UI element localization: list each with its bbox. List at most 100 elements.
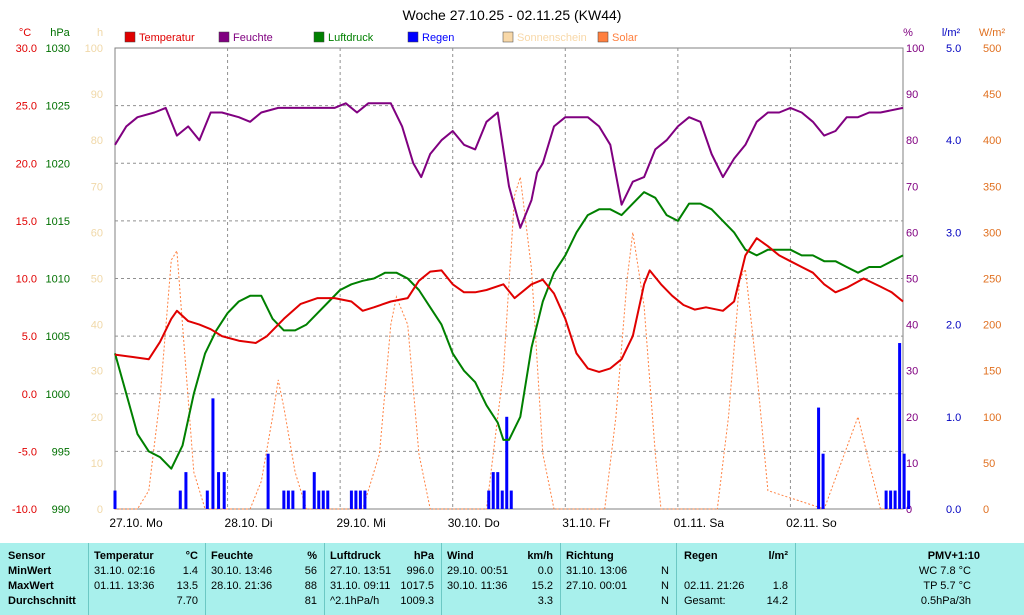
rain-bar xyxy=(286,490,290,509)
rain-bar xyxy=(211,398,215,509)
left-axis-tick-label: 80 xyxy=(91,135,103,147)
unit-luftdruck: hPa xyxy=(413,550,434,562)
press-max-time: 31.10. 09:11 xyxy=(330,580,391,592)
rain-bar xyxy=(898,343,902,509)
axis-unit-label: h xyxy=(97,27,103,39)
header-regen: Regen xyxy=(684,550,718,562)
right-axis-tick-label: 80 xyxy=(906,135,918,147)
x-axis-label: 31.10. Fr xyxy=(562,516,610,530)
rain-bar xyxy=(184,472,188,509)
left-axis-tick-label: 1010 xyxy=(46,274,70,286)
solar-series xyxy=(115,176,903,510)
hum-min-time: 30.10. 13:46 xyxy=(211,565,273,577)
press-min-time: 27.10. 13:51 xyxy=(330,565,392,577)
temp-avg-value: 7.70 xyxy=(176,595,198,607)
right-axis-tick-label: 4.0 xyxy=(946,135,961,147)
left-axis-tick-label: -10.0 xyxy=(12,504,37,516)
pmv-tp: TP 5.7 °C xyxy=(923,580,971,592)
legend: Temperatur Feuchte Luftdruck Regen Sonnensch… xyxy=(124,31,638,44)
temperature-line xyxy=(114,237,904,373)
left-axis-tick-label: 1030 xyxy=(46,43,70,55)
wind-avg-value: 3.3 xyxy=(537,595,553,607)
axis-unit-label: °C xyxy=(19,27,31,39)
hum-max-value: 88 xyxy=(304,580,317,592)
pressure-line xyxy=(114,191,904,470)
gridlines xyxy=(115,48,903,509)
rain-max-time: 02.11. 21:26 xyxy=(684,580,745,592)
wind-min-value: 0.0 xyxy=(537,565,553,577)
rain-bar xyxy=(817,407,821,509)
rain-bar xyxy=(205,490,209,509)
left-axis-tick-label: 0.0 xyxy=(22,389,37,401)
left-axis-tick-label: 1015 xyxy=(46,216,70,228)
rain-bar xyxy=(312,472,316,509)
col-pmv: PMV+1:10 WC 7.8 °C TP 5.7 °C 0.5hPa/3h xyxy=(796,543,1024,615)
legend-label: Feuchte xyxy=(233,32,273,44)
wind-min-time: 29.10. 00:51 xyxy=(447,565,509,577)
hum-max-time: 28.10. 21:36 xyxy=(211,580,273,592)
rain-bar xyxy=(496,472,500,509)
legend-swatch xyxy=(313,31,325,43)
right-axis-tick-label: 40 xyxy=(906,320,918,332)
axis-units: °C hPa h% l/m² W/m² xyxy=(19,27,1006,39)
right-axis-tick-label: 350 xyxy=(983,181,1001,193)
left-axis-tick-label: 20 xyxy=(91,412,103,424)
solar-line xyxy=(115,176,903,510)
dir-min-time: 31.10. 13:06 xyxy=(566,565,628,577)
left-axis-tick-label: 15.0 xyxy=(16,216,37,228)
header-pmv: PMV+1:10 xyxy=(927,550,980,562)
col-wind: Wind km/h 29.10. 00:51 0.0 30.10. 11:36 … xyxy=(442,543,559,615)
rain-total-value: 14.2 xyxy=(766,595,788,607)
right-axis-tick-label: 50 xyxy=(983,458,995,470)
left-axis-tick-label: 1000 xyxy=(46,389,70,401)
row-label-min: MinWert xyxy=(8,565,52,577)
col-temperatur: Temperatur °C 31.10. 02:16 1.4 01.11. 13… xyxy=(89,543,204,615)
rain-bar xyxy=(291,490,295,509)
unit-temperatur: °C xyxy=(185,550,198,562)
temp-max-value: 13.5 xyxy=(176,580,198,592)
rain-bar xyxy=(902,453,906,509)
right-axis-tick-label: 60 xyxy=(906,227,918,239)
rain-bar xyxy=(509,490,513,509)
chart-title: Woche 27.10.25 - 02.11.25 (KW44) xyxy=(403,7,622,23)
col-sensor: Sensor MinWert MaxWert Durchschnitt xyxy=(0,543,88,615)
left-axis-tick-label: 50 xyxy=(91,274,103,286)
rain-bar xyxy=(500,490,504,509)
left-axis-tick-label: 1025 xyxy=(46,101,70,113)
dir-avg-value: N xyxy=(661,595,669,607)
right-axis-tick-label: 450 xyxy=(983,89,1001,101)
wind-max-value: 15.2 xyxy=(531,580,553,592)
rain-bar xyxy=(884,490,888,509)
header-wind: Wind xyxy=(447,550,474,562)
press-trend: ^2.1hPa/h xyxy=(330,595,380,607)
x-axis-labels: 27.10. Mo 28.10. Di 29.10. Mi 30.10. Do 31.1… xyxy=(109,516,837,530)
rain-bar xyxy=(354,490,358,509)
axis-unit-label: l/m² xyxy=(942,27,961,39)
right-axis-tick-label: 50 xyxy=(906,274,918,286)
left-axis-tick-label: 30.0 xyxy=(16,43,37,55)
temp-max-time: 01.11. 13:36 xyxy=(94,580,155,592)
left-axis-tick-label: 10.0 xyxy=(16,274,37,286)
legend-label: Luftdruck xyxy=(328,32,374,44)
rain-total-label: Gesamt: xyxy=(684,595,726,607)
right-axis-tick-label: 3.0 xyxy=(946,227,961,239)
header-richtung: Richtung xyxy=(566,550,614,562)
left-axis-tick-label: 5.0 xyxy=(22,331,37,343)
dir-max-value: N xyxy=(661,580,669,592)
legend-label: Solar xyxy=(612,32,638,44)
legend-swatch xyxy=(218,31,230,43)
header-temperatur: Temperatur xyxy=(94,550,154,562)
unit-feuchte: % xyxy=(307,550,317,562)
right-axis-tick-label: 400 xyxy=(983,135,1001,147)
left-axis-tick-label: 100 xyxy=(85,43,103,55)
right-axis-tick-label: 100 xyxy=(983,412,1001,424)
rain-bar xyxy=(317,490,321,509)
rain-bar xyxy=(217,472,221,509)
left-axis-tick-label: 70 xyxy=(91,181,103,193)
right-axis-tick-label: 200 xyxy=(983,320,1001,332)
dir-min-value: N xyxy=(661,565,669,577)
line-series xyxy=(114,102,904,470)
rain-bar xyxy=(282,490,286,509)
col-richtung: Richtung 31.10. 13:06 N 27.10. 00:01 N N xyxy=(561,543,675,615)
col-luftdruck: Luftdruck hPa 27.10. 13:51 996.0 31.10. … xyxy=(325,543,440,615)
